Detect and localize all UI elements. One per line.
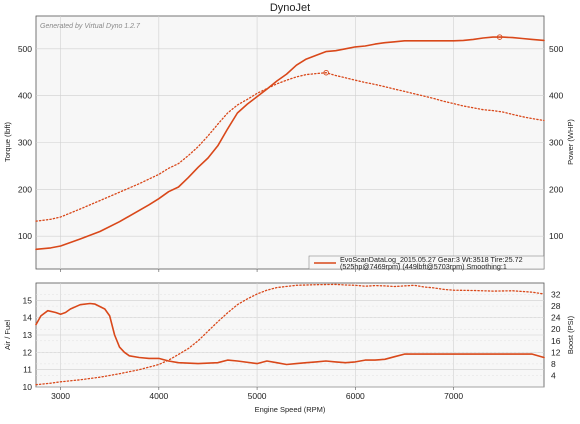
x-axis-label: Engine Speed (RPM) — [255, 405, 326, 414]
power-axis-label: Power (WHP) — [566, 119, 575, 165]
air-fuel-tick-label: 14 — [23, 313, 33, 323]
air-fuel-tick-label: 15 — [23, 295, 33, 305]
top-series-group — [35, 34, 545, 251]
watermark-text: Generated by Virtual Dyno 1.2.7 — [40, 23, 141, 30]
power-tick-label: 500 — [549, 44, 563, 54]
power-tick-label: 100 — [549, 231, 563, 241]
top-panel: Generated by Virtual Dyno 1.2.7 100 200 30… — [3, 15, 575, 272]
rpm-tick-label: 6000 — [346, 391, 365, 401]
boost-tick-label: 28 — [551, 301, 561, 311]
rpm-tick-label: 7000 — [444, 391, 463, 401]
rpm-tick-label: 5000 — [248, 391, 267, 401]
bottom-x-ticks: 3000 4000 5000 6000 7000 — [51, 387, 463, 401]
boost-tick-label: 32 — [551, 290, 561, 300]
chart-title: DynoJet — [270, 2, 310, 14]
air-fuel-tick-label: 10 — [23, 382, 33, 392]
boost-tick-label: 4 — [551, 370, 556, 380]
rpm-tick-label: 4000 — [149, 391, 168, 401]
bottom-grid — [36, 283, 544, 388]
power-series-line — [35, 36, 545, 251]
top-y-ticks-left: 100 200 300 400 500 — [18, 44, 32, 241]
torque-peak-marker — [323, 69, 329, 76]
rpm-tick-label: 3000 — [51, 391, 70, 401]
power-tick-label: 200 — [549, 184, 563, 194]
air-fuel-tick-label: 12 — [23, 347, 33, 357]
legend: EvoScanDataLog_2015.05.27 Gear:3 Wt:3518… — [308, 255, 545, 271]
boost-tick-label: 24 — [551, 313, 561, 323]
top-grid — [36, 16, 544, 269]
legend-box — [308, 255, 545, 270]
torque-series-line — [35, 72, 545, 222]
boost-tick-label: 20 — [551, 324, 561, 334]
power-tick-label: 300 — [549, 138, 563, 148]
power-tick-label: 400 — [549, 91, 563, 101]
top-x-ticks — [60, 269, 454, 272]
air-fuel-tick-label: 13 — [23, 330, 33, 340]
bottom-series-group — [35, 283, 545, 386]
air-fuel-tick-label: 11 — [23, 365, 32, 375]
boost-tick-label: 16 — [551, 336, 561, 346]
bottom-y-ticks-left: 10 11 12 13 14 15 — [23, 295, 33, 392]
torque-tick-label: 100 — [18, 231, 32, 241]
top-y-ticks-right: 100 200 300 400 500 — [549, 44, 563, 241]
air-fuel-series-line — [35, 302, 545, 366]
legend-line-1: EvoScanDataLog_2015.05.27 Gear:3 Wt:3518… — [340, 255, 523, 264]
torque-axis-label: Torque (lbft) — [3, 121, 12, 162]
torque-tick-label: 500 — [18, 44, 32, 54]
air-fuel-axis-label: Air / Fuel — [3, 320, 12, 350]
boost-series-line — [35, 283, 545, 386]
boost-tick-label: 12 — [551, 347, 561, 357]
torque-tick-label: 200 — [18, 184, 32, 194]
boost-tick-label: 8 — [551, 359, 556, 369]
torque-tick-label: 400 — [18, 91, 32, 101]
torque-tick-label: 300 — [18, 138, 32, 148]
boost-axis-label: Boost (PSI) — [566, 315, 575, 354]
legend-line-2: (525hp@7469rpm) (449lbft@5703rpm) Smooth… — [340, 262, 507, 271]
power-peak-marker — [496, 34, 503, 40]
